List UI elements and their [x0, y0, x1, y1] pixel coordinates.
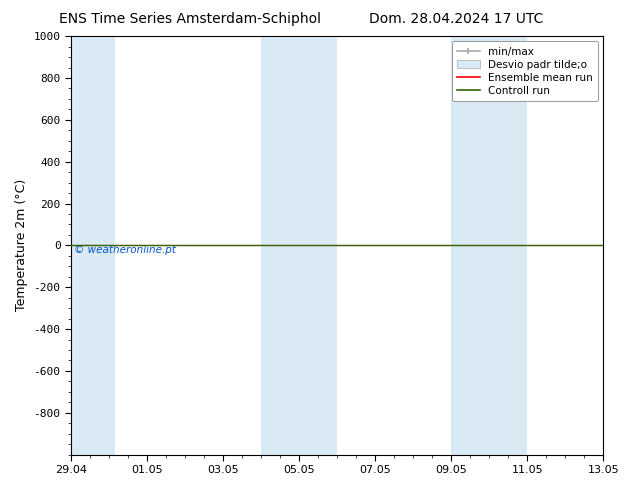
Bar	[71, 36, 115, 455]
Text: Dom. 28.04.2024 17 UTC: Dom. 28.04.2024 17 UTC	[369, 12, 544, 26]
Bar	[261, 36, 337, 455]
Y-axis label: Temperature 2m (°C): Temperature 2m (°C)	[15, 179, 28, 312]
Text: © weatheronline.pt: © weatheronline.pt	[74, 245, 176, 254]
Legend: min/max, Desvio padr tilde;o, Ensemble mean run, Controll run: min/max, Desvio padr tilde;o, Ensemble m…	[451, 41, 598, 101]
Bar	[451, 36, 527, 455]
Text: ENS Time Series Amsterdam-Schiphol: ENS Time Series Amsterdam-Schiphol	[59, 12, 321, 26]
